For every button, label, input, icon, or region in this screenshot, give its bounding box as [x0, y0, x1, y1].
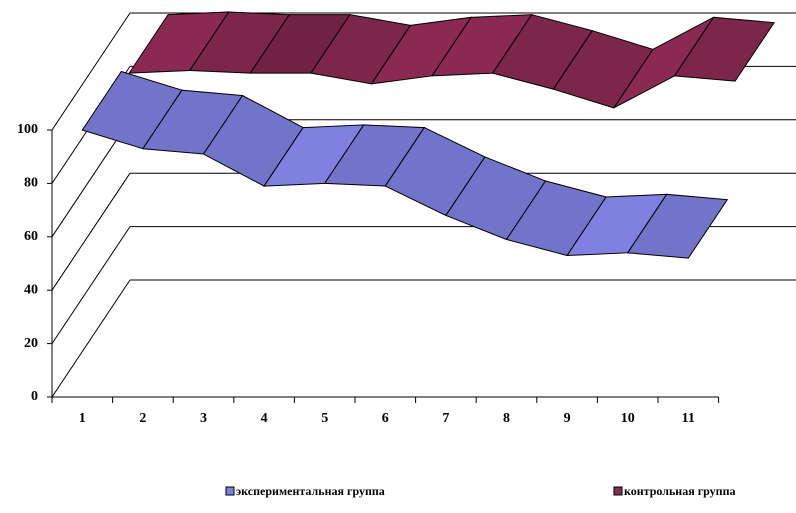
legend: экспериментальная группа контрольная груп… [225, 484, 736, 498]
x-tick-label: 3 [200, 411, 207, 426]
grid-line [51, 279, 131, 398]
y-tick-label: 60 [24, 229, 38, 244]
legend-label: контрольная группа [624, 484, 736, 498]
x-tick-label: 2 [139, 411, 146, 426]
ribbon-segment [673, 16, 775, 82]
y-tick-label: 0 [31, 389, 38, 404]
x-tick-label: 5 [321, 411, 328, 426]
legend-label: экспериментальная группа [236, 484, 385, 498]
legend-swatch [225, 486, 235, 496]
grid-line [51, 172, 131, 291]
x-tick-label: 10 [621, 411, 635, 426]
x-tick-label: 9 [564, 411, 571, 426]
y-tick-label: 100 [17, 122, 38, 137]
x-tick-label: 1 [79, 411, 86, 426]
x-tick-label: 7 [442, 411, 449, 426]
x-tick-label: 8 [503, 411, 510, 426]
x-tick-label: 6 [382, 411, 389, 426]
grid-line [51, 12, 131, 131]
x-tick-label: 4 [261, 411, 268, 426]
x-tick-label: 11 [682, 411, 695, 426]
y-tick-label: 40 [24, 282, 38, 297]
legend-swatch [613, 486, 623, 496]
y-tick-label: 20 [24, 336, 38, 351]
grid-line [51, 226, 131, 344]
y-tick-label: 80 [24, 176, 38, 191]
ribbon-segment [626, 193, 729, 259]
